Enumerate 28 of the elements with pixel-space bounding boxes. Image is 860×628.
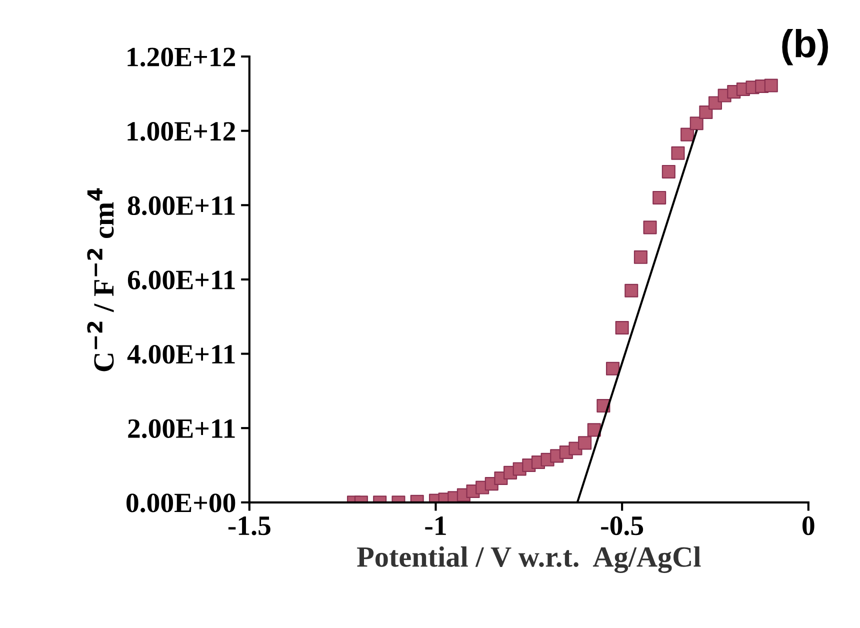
point <box>624 284 638 298</box>
point <box>634 250 648 264</box>
point <box>764 78 778 92</box>
y-tick-label: 1.20E+12 <box>128 48 236 67</box>
point <box>578 436 592 450</box>
point <box>699 105 713 120</box>
y-tick-label: 2.00E+11 <box>128 419 235 438</box>
y-tick-label: 4.00E+11 <box>127 344 235 364</box>
point <box>615 321 629 335</box>
point <box>690 116 704 130</box>
x-tick-label: -1 <box>425 516 446 535</box>
annotation: (b) <box>782 28 828 66</box>
point <box>652 190 666 204</box>
point <box>671 146 685 160</box>
y-tick-label: 0.00E+00 <box>126 494 236 512</box>
x-tick-label: 0 <box>802 516 814 536</box>
y-tick-label: 1.00E+12 <box>128 122 236 141</box>
point <box>680 128 694 142</box>
point <box>662 164 676 178</box>
point <box>587 423 601 437</box>
y-tick-label: 6.00E+11 <box>128 270 235 290</box>
point <box>606 362 620 376</box>
x-tick-label: -0.5 <box>601 516 644 536</box>
y-tick-label: 8.00E+11 <box>128 196 235 216</box>
x-tick-label: -1.5 <box>228 516 270 536</box>
y-axis-title: C$^{−2}$ / F$^{−2}$ cm$^{4}$ <box>87 188 114 372</box>
x-axis-title: Potential / V w.r.t. Ag/AgCl <box>357 546 701 574</box>
point <box>643 220 657 234</box>
